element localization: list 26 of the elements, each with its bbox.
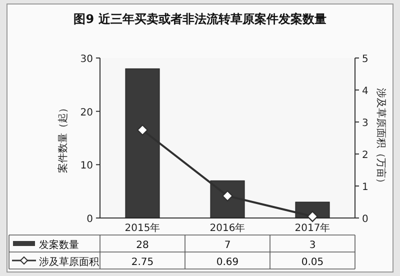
y2-tick-label: 5 bbox=[362, 54, 368, 65]
y2-tick-label: 1 bbox=[362, 182, 368, 193]
x-tick-label: 2016年 bbox=[210, 222, 246, 234]
y-tick-label: 30 bbox=[80, 54, 93, 65]
x-tick-label: 2015年 bbox=[124, 222, 160, 234]
y2-tick-label: 3 bbox=[362, 118, 368, 129]
data-label: 28 bbox=[136, 240, 149, 251]
chart-title: 图9 近三年买卖或者非法流转草原案件发案数量 bbox=[74, 12, 326, 26]
point bbox=[306, 210, 318, 222]
y-tick-label: 20 bbox=[80, 107, 93, 118]
legend-label: 涉及草原面积 bbox=[39, 256, 99, 268]
data-label: 7 bbox=[224, 240, 231, 251]
y2-tick-label: 2 bbox=[362, 150, 368, 161]
y2-axis-title: 涉及草原面积（万亩） bbox=[375, 88, 387, 188]
data-label: 3 bbox=[309, 240, 316, 251]
point bbox=[136, 124, 148, 136]
data-label: 0.05 bbox=[301, 257, 324, 268]
data-label: 0.69 bbox=[216, 257, 239, 268]
y2-tick-label: 4 bbox=[362, 86, 368, 97]
x-tick-label: 2017年 bbox=[294, 222, 330, 234]
y2-tick-label: 0 bbox=[362, 214, 368, 225]
y-tick-label: 10 bbox=[80, 160, 93, 172]
data-label: 2.75 bbox=[131, 257, 154, 268]
legend-label: 发案数量 bbox=[39, 239, 79, 251]
y-axis-title: 案件数量（起） bbox=[57, 103, 69, 173]
y-tick-label: 0 bbox=[86, 214, 93, 225]
